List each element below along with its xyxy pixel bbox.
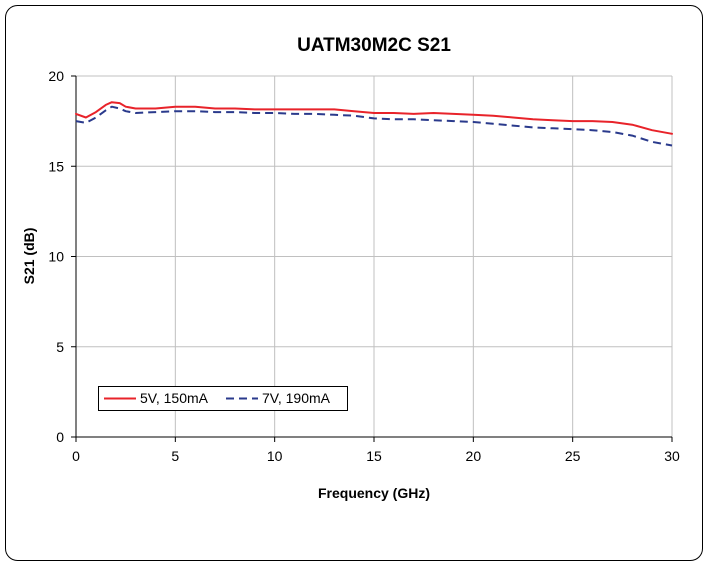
series-line-2 [75,105,673,147]
y-axis-ticks: 0 5 10 15 20 [48,68,76,445]
legend-label-series-2: 7V, 190mA [262,390,331,406]
y-tick-label: 20 [48,68,64,84]
y-tick-label: 0 [56,429,64,445]
x-tick-label: 10 [267,448,283,464]
legend-label-series-1: 5V, 150mA [140,390,209,406]
x-tick-label: 0 [72,448,80,464]
x-tick-label: 20 [466,448,482,464]
x-axis-title: Frequency (GHz) [318,485,430,501]
series-line-1 [75,101,673,135]
grid-lines [76,75,673,437]
legend-box [98,386,348,411]
x-tick-label: 25 [565,448,581,464]
y-tick-label: 10 [48,249,64,265]
x-tick-label: 15 [366,448,382,464]
y-tick-label: 15 [48,158,64,174]
legend: 5V, 150mA 7V, 190mA [98,386,348,411]
series-lines [75,101,673,147]
x-tick-label: 5 [171,448,179,464]
y-axis-title: S21 (dB) [21,228,37,285]
y-tick-label: 5 [56,339,64,355]
x-axis-ticks: 0 5 10 15 20 25 30 [72,437,680,464]
x-tick-label: 30 [664,448,680,464]
chart-title: UATM30M2C S21 [297,35,451,56]
